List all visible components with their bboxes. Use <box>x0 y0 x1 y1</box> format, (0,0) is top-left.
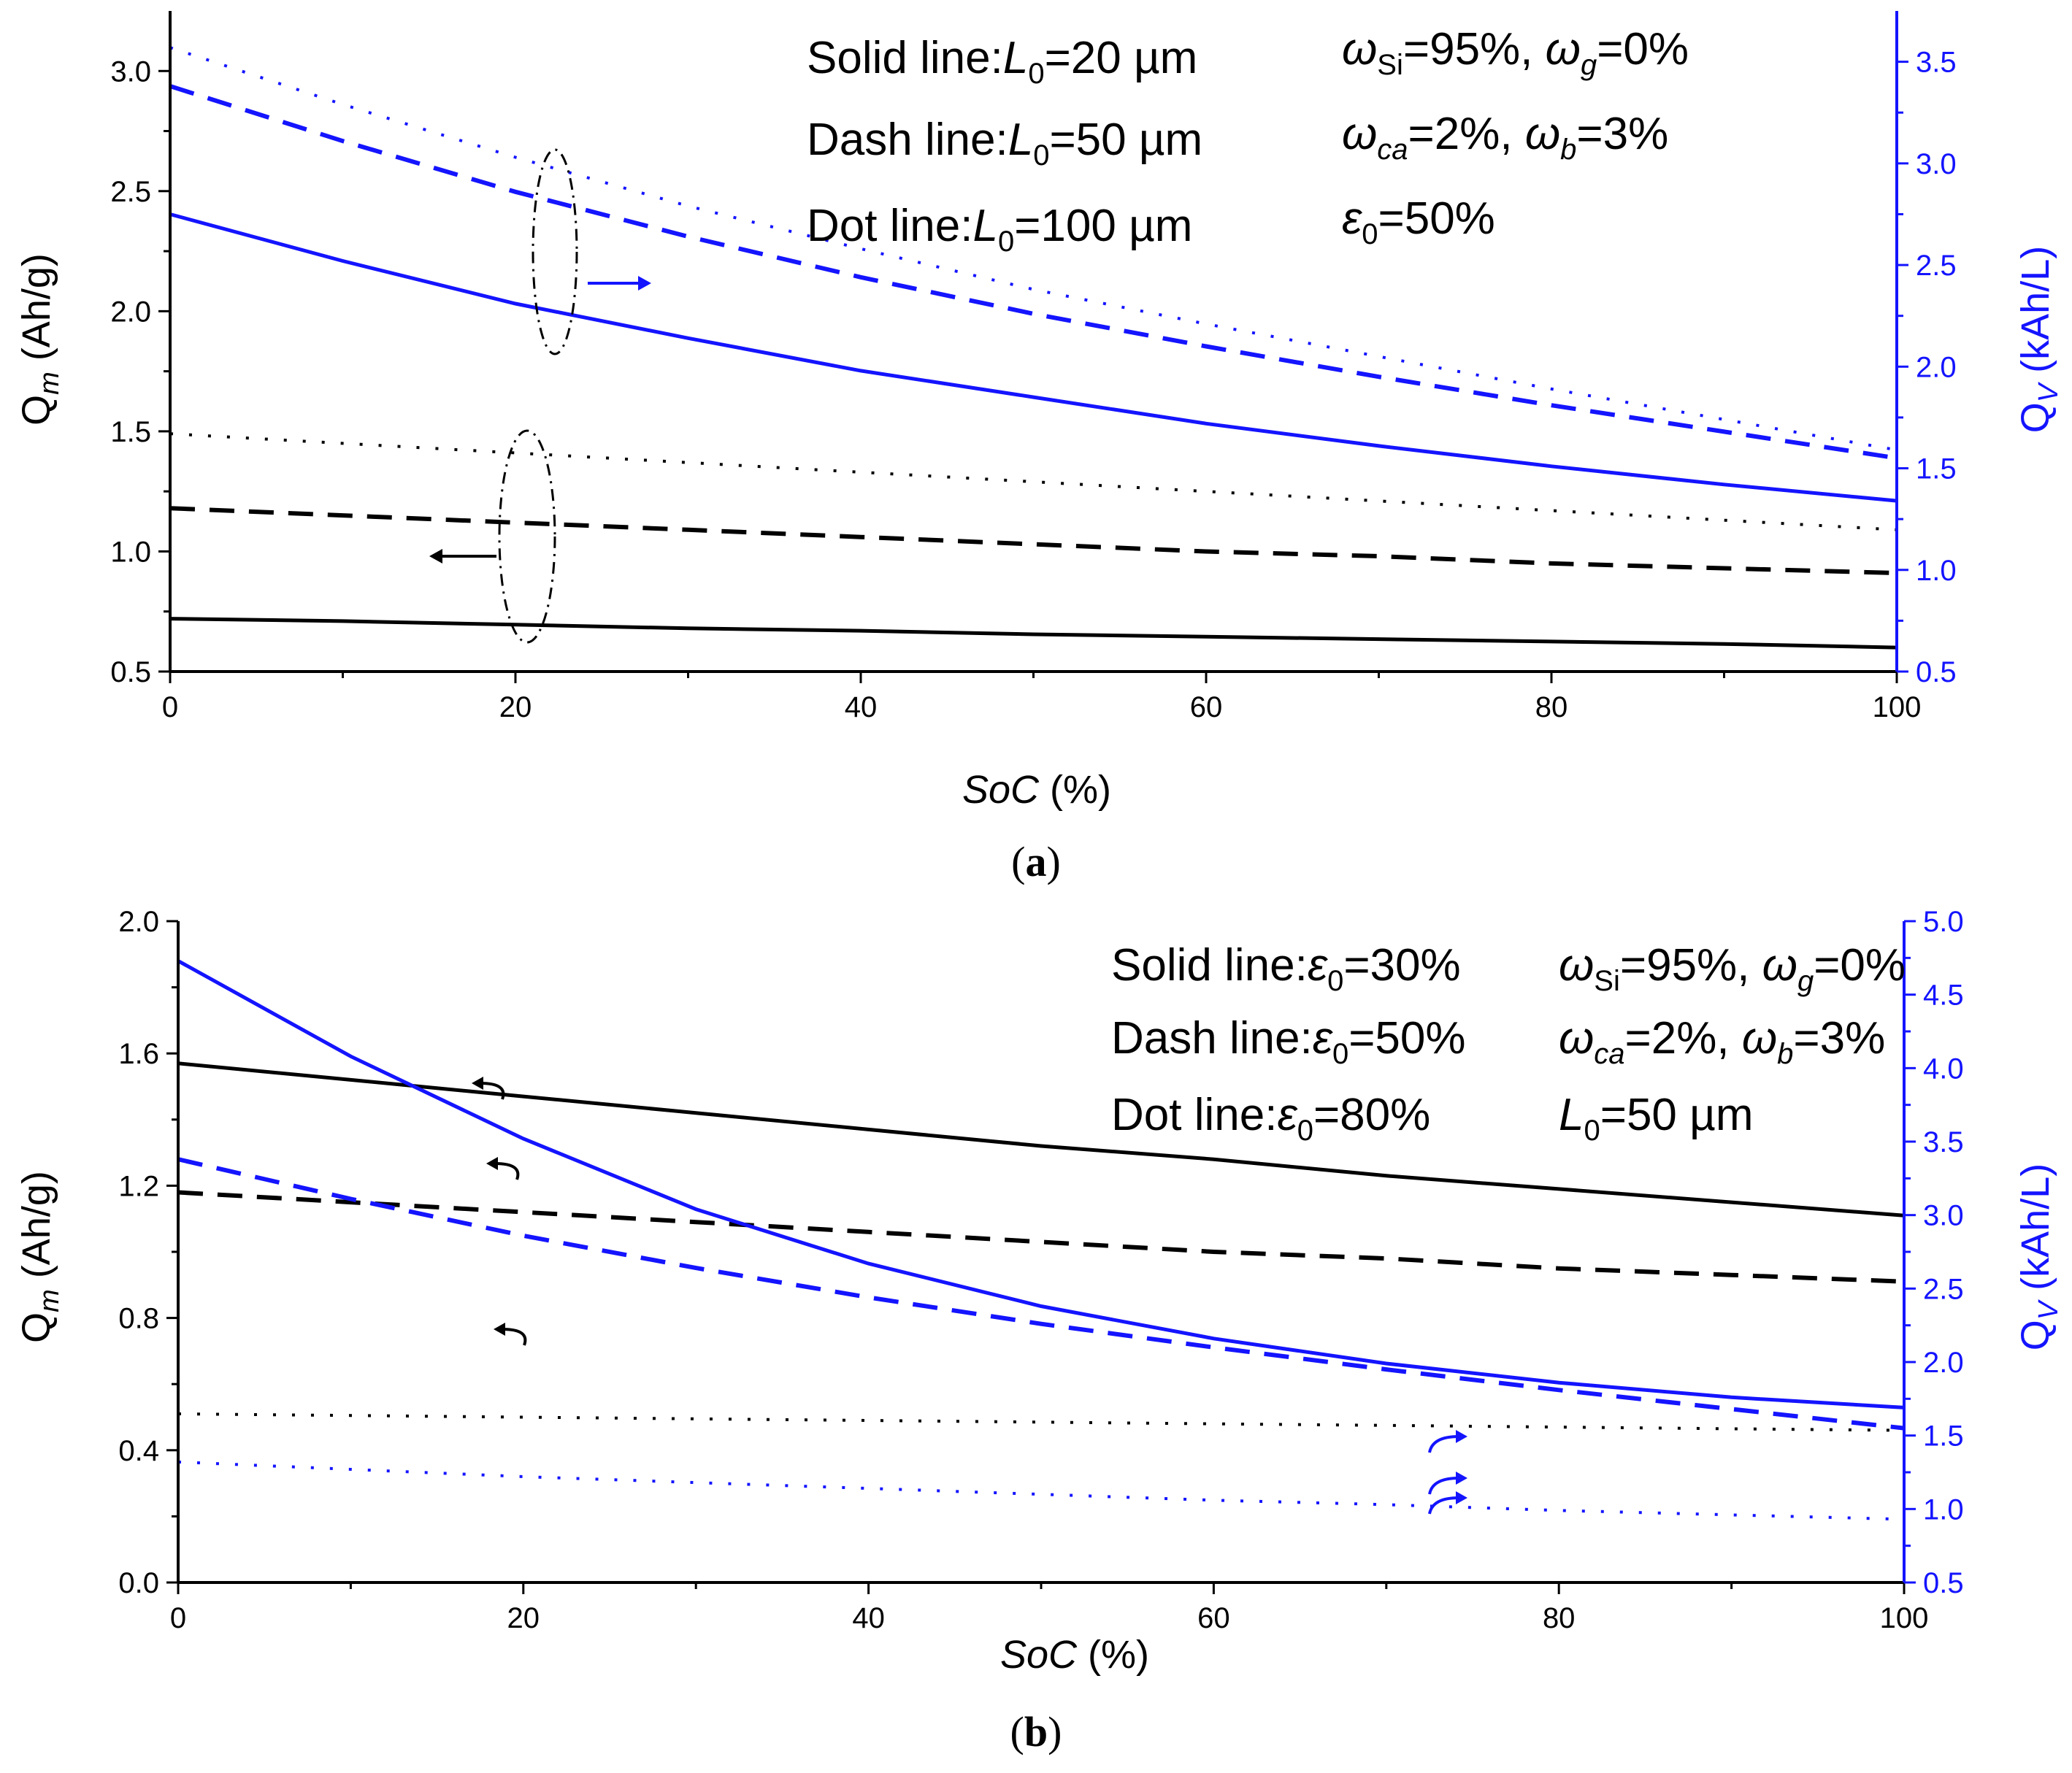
panel-b-param-note: L0=50 µm <box>1559 1090 1754 1147</box>
panel-a-right-arrow-head <box>638 276 651 291</box>
panel-a-left-tick-label: 1.0 <box>110 536 151 568</box>
panel-b-right-tick-label: 3.0 <box>1923 1200 1964 1232</box>
panel-a-series-black-dot-line <box>169 432 1898 531</box>
panel-b-right-tick-label: 3.5 <box>1923 1126 1964 1158</box>
panel-b-param-note: ωSi=95%, ωg=0% <box>1559 940 1906 997</box>
panel-b-right-tick-label: 4.0 <box>1923 1053 1964 1085</box>
panel-a-left-axis-title: Qm (Ah/g) <box>15 253 65 426</box>
panel-a-right-tick-label: 2.0 <box>1916 351 1957 383</box>
panel-a-right-tick-label: 0.5 <box>1916 656 1957 688</box>
panel-b-caption: (b) <box>1010 1708 1062 1755</box>
panel-a-series-blue-dot-line <box>169 46 1898 452</box>
panel-a-x-tick-label: 0 <box>162 691 178 723</box>
panel-b-legend-note: Solid line:ε0=30% <box>1111 940 1461 997</box>
panel-b-arrow-dash-black-head <box>486 1157 498 1170</box>
panel-b-right-tick-label: 1.0 <box>1923 1493 1964 1526</box>
panel-b-legend-note: Dash line:ε0=50% <box>1111 1013 1466 1070</box>
panel-a-legend-note: Dot line:L0=100 µm <box>807 201 1192 258</box>
panel-a-left-arrow-head <box>429 549 442 564</box>
panel-b-arrow-dot-black-curve <box>502 1328 527 1346</box>
panel-a-x-tick-label: 100 <box>1873 691 1922 723</box>
panel-b-arrow-solid-blue-curve <box>1428 1435 1459 1453</box>
panel-a-group-ellipse-blue <box>532 148 578 355</box>
panel-a-right-axis-title: QV (kAh/L) <box>2014 246 2064 433</box>
panel-a-right-tick-label: 1.5 <box>1916 453 1957 485</box>
panel-b-left-tick-label: 0.4 <box>118 1435 159 1467</box>
panel-b-arrow-solid-black-head <box>472 1077 483 1090</box>
panel-a-left-tick-label: 0.5 <box>110 656 151 688</box>
panel-b-right-tick-label: 2.0 <box>1923 1347 1964 1379</box>
panel-b-series-blue-dash-line <box>177 1157 1905 1431</box>
panel-b-x-tick-label: 40 <box>852 1602 885 1634</box>
panel-a-x-tick-label: 60 <box>1190 691 1223 723</box>
panel-a-series-black-dash-line <box>169 506 1898 576</box>
panel-a-left-tick-label: 3.0 <box>110 55 151 88</box>
panel-b-arrow-dot-black-head <box>494 1323 505 1336</box>
panel-b-arrow-dash-blue-curve <box>1428 1477 1459 1495</box>
panel-a-right-tick-label: 3.5 <box>1916 47 1957 79</box>
panel-a-x-tick-label: 20 <box>499 691 532 723</box>
panel-a-param-note: ωca=2%, ωb=3% <box>1342 109 1668 166</box>
panel-b-x-tick-label: 100 <box>1880 1602 1929 1634</box>
panel-b-arrow-dash-blue-head <box>1456 1472 1467 1485</box>
panel-b-left-axis-title: Qm (Ah/g) <box>15 1171 65 1343</box>
panel-a-x-tick-label: 40 <box>845 691 878 723</box>
panel-a-series-black-solid-line <box>169 617 1898 650</box>
panel-b-right-tick-label: 4.5 <box>1923 980 1964 1012</box>
panel-b-x-axis-title: SoC (%) <box>1000 1633 1149 1677</box>
panel-a: 0 20 40 60 80 1000.51.01.52.02.53.00.51.01.52… <box>15 11 2064 885</box>
panel-b-left-tick-label: 0.8 <box>118 1303 159 1335</box>
panel-b-left-tick-label: 0.0 <box>118 1567 159 1599</box>
panel-a-group-ellipse-black <box>498 429 556 644</box>
panel-a-right-tick-label: 2.5 <box>1916 250 1957 282</box>
panel-b-arrow-dot-blue-curve <box>1428 1496 1459 1515</box>
panel-b-arrow-dash-black-curve <box>494 1162 520 1180</box>
panel-a-left-tick-label: 1.5 <box>110 416 151 448</box>
panel-b-right-tick-label: 2.5 <box>1923 1273 1964 1305</box>
panel-b-arrow-solid-black-curve <box>480 1082 505 1100</box>
panel-b-series-blue-dot-line <box>177 1460 1905 1521</box>
panel-b-left-tick-label: 1.2 <box>118 1170 159 1202</box>
panel-a-param-note: ωSi=95%, ωg=0% <box>1342 24 1689 81</box>
panel-a-x-axis-title: SoC (%) <box>962 768 1111 812</box>
panel-b-param-note: ωca=2%, ωb=3% <box>1559 1013 1885 1070</box>
panel-b: 0 20 40 60 80 100 0.0 0.4 0.8 1.2 1.6 2.0 0.5 1.0 1.5 2… <box>15 906 2064 1755</box>
panel-a-legend-note: Dash line:L0=50 µm <box>807 115 1202 172</box>
panel-b-left-tick-label: 2.0 <box>118 906 159 938</box>
panel-b-x-tick-label: 20 <box>507 1602 540 1634</box>
panel-b-right-axis-title: QV (kAh/L) <box>2014 1164 2064 1350</box>
panel-a-x-tick-label: 80 <box>1535 691 1568 723</box>
panel-a-series-blue-dash-line <box>169 84 1898 461</box>
panel-b-arrow-dot-blue-head <box>1456 1491 1467 1504</box>
panel-a-caption: (a) <box>1011 838 1061 885</box>
panel-b-left-tick-label: 1.6 <box>118 1038 159 1070</box>
panel-b-x-tick-label: 80 <box>1543 1602 1576 1634</box>
panel-b-right-tick-label: 5.0 <box>1923 906 1964 938</box>
panel-b-series-blue-solid-line <box>177 959 1905 1409</box>
panel-a-right-tick-label: 1.0 <box>1916 555 1957 587</box>
panel-a-legend-note: Solid line:L0=20 µm <box>807 33 1197 90</box>
panel-a-left-tick-label: 2.5 <box>110 176 151 208</box>
panel-a-param-note: ε0=50% <box>1342 193 1495 250</box>
panel-a-right-tick-label: 3.0 <box>1916 148 1957 180</box>
panel-b-series-black-dot-line <box>177 1412 1905 1432</box>
panel-b-legend-note: Dot line:ε0=80% <box>1111 1090 1430 1147</box>
panel-b-x-tick-label: 60 <box>1197 1602 1230 1634</box>
panel-b-series-black-dash-line <box>177 1190 1905 1284</box>
panel-b-arrow-solid-blue-head <box>1456 1430 1467 1443</box>
panel-b-right-tick-label: 0.5 <box>1923 1567 1964 1599</box>
panel-b-x-tick-label: 0 <box>170 1602 186 1634</box>
panel-b-series-black-solid-line <box>177 1061 1905 1218</box>
panel-b-right-tick-label: 1.5 <box>1923 1420 1964 1453</box>
panel-a-series-blue-solid-line <box>169 212 1898 503</box>
panel-a-left-tick-label: 2.0 <box>110 296 151 328</box>
